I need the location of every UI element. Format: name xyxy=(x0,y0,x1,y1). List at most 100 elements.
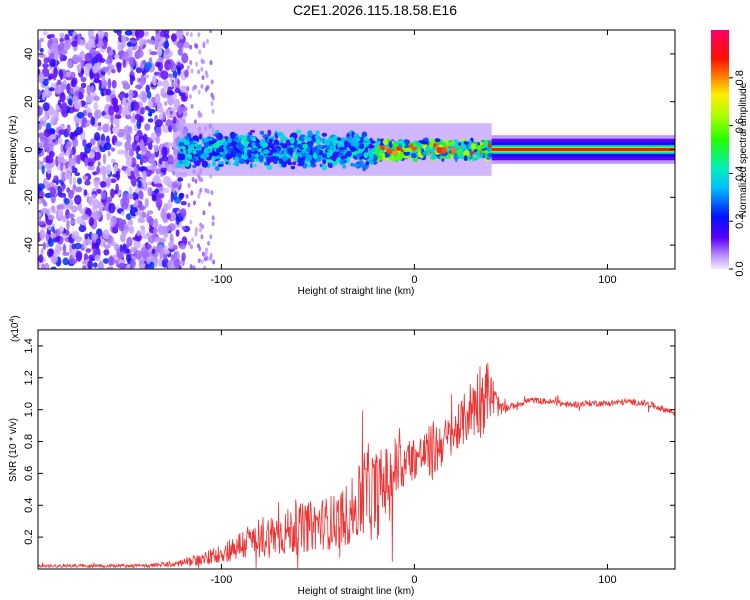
noise-blob xyxy=(74,90,79,96)
noise-blob xyxy=(60,143,64,153)
noise-blob xyxy=(98,79,102,87)
noise-blob xyxy=(39,37,44,43)
signal-blob xyxy=(307,142,312,149)
noise-blob xyxy=(49,52,54,60)
signal-blob xyxy=(342,164,347,169)
signal-blob xyxy=(182,148,187,156)
noise-blob xyxy=(156,192,165,199)
noise-blob xyxy=(163,175,171,186)
noise-blob xyxy=(139,37,144,49)
noise-blob xyxy=(112,125,120,134)
noise-blob xyxy=(199,112,203,118)
noise-blob xyxy=(200,234,204,240)
noise-blob xyxy=(90,85,95,94)
noise-blob xyxy=(181,252,186,262)
noise-blob xyxy=(110,147,116,152)
noise-blob xyxy=(130,157,137,168)
noise-blob xyxy=(135,67,142,74)
noise-blob xyxy=(41,207,49,214)
noise-blob xyxy=(189,44,193,50)
noise-blob xyxy=(200,84,204,89)
noise-blob xyxy=(40,265,46,269)
noise-blob xyxy=(166,163,174,173)
noise-blob xyxy=(200,66,204,72)
noise-blob xyxy=(191,237,195,243)
noise-blob xyxy=(142,133,148,143)
signal-blob xyxy=(321,153,327,158)
noise-blob xyxy=(53,175,59,182)
noise-blob xyxy=(50,266,57,269)
noise-blob xyxy=(79,72,83,78)
noise-blob xyxy=(62,243,66,254)
noise-blob xyxy=(140,60,144,69)
noise-blob xyxy=(96,188,102,194)
noise-blob xyxy=(38,183,45,190)
noise-blob xyxy=(166,154,174,166)
noise-blob xyxy=(62,184,66,189)
noise-blob xyxy=(76,154,81,165)
signal-blob xyxy=(244,159,250,163)
signal-blob xyxy=(217,161,225,165)
noise-blob xyxy=(202,59,206,65)
colorbar: 0.0 0.2 0.4 0.6 0.8 Normalized spectral ampl… xyxy=(711,30,749,277)
signal-blob xyxy=(356,153,363,157)
noise-blob xyxy=(72,176,77,186)
noise-blob xyxy=(39,47,44,53)
noise-blob xyxy=(85,122,89,128)
signal-blob xyxy=(476,150,480,157)
noise-blob xyxy=(153,177,160,185)
noise-blob xyxy=(82,260,88,265)
noise-blob xyxy=(186,86,190,92)
noise-blob xyxy=(197,89,201,95)
noise-blob xyxy=(161,92,168,99)
noise-blob xyxy=(147,118,154,123)
noise-blob xyxy=(53,117,58,125)
signal-blob xyxy=(416,142,422,150)
noise-blob xyxy=(124,51,129,58)
noise-blob xyxy=(175,229,180,237)
noise-blob xyxy=(47,237,54,247)
signal-blob xyxy=(212,160,217,167)
noise-blob xyxy=(157,61,163,72)
noise-blob xyxy=(210,101,214,107)
signal-blob xyxy=(238,142,243,149)
noise-blob xyxy=(79,151,85,161)
noise-blob xyxy=(38,72,45,83)
signal-blob xyxy=(249,162,253,169)
noise-blob xyxy=(178,193,184,201)
noise-blob xyxy=(57,208,63,218)
noise-blob xyxy=(134,30,139,37)
noise-blob xyxy=(56,204,64,211)
noise-blob xyxy=(138,216,145,223)
signal-blob xyxy=(287,161,293,166)
noise-blob xyxy=(64,171,72,180)
noise-blob xyxy=(108,106,115,116)
signal-blob xyxy=(475,155,481,160)
signal-blob xyxy=(295,129,302,134)
signal-blob xyxy=(461,140,465,146)
noise-blob xyxy=(169,107,177,112)
noise-blob xyxy=(78,56,82,64)
noise-blob xyxy=(147,137,152,144)
noise-blob xyxy=(71,40,78,47)
signal-blob xyxy=(431,154,437,158)
signal-blob xyxy=(290,165,296,170)
noise-blob xyxy=(212,259,216,265)
noise-blob xyxy=(187,240,191,246)
noise-blob xyxy=(55,104,60,111)
noise-blob xyxy=(156,102,163,114)
noise-blob xyxy=(189,219,193,225)
signal-blob xyxy=(359,143,365,150)
noise-blob xyxy=(150,131,156,142)
noise-blob xyxy=(177,177,184,182)
noise-blob xyxy=(144,61,153,70)
spectrogram-x-label: Height of straight line (km) xyxy=(298,286,415,297)
noise-blob xyxy=(45,233,49,243)
signal-blob xyxy=(450,147,457,154)
noise-blob xyxy=(201,75,205,81)
signal-blob xyxy=(420,154,424,159)
noise-blob xyxy=(170,211,176,222)
signal-blob xyxy=(205,153,210,158)
signal-blob xyxy=(392,150,398,156)
